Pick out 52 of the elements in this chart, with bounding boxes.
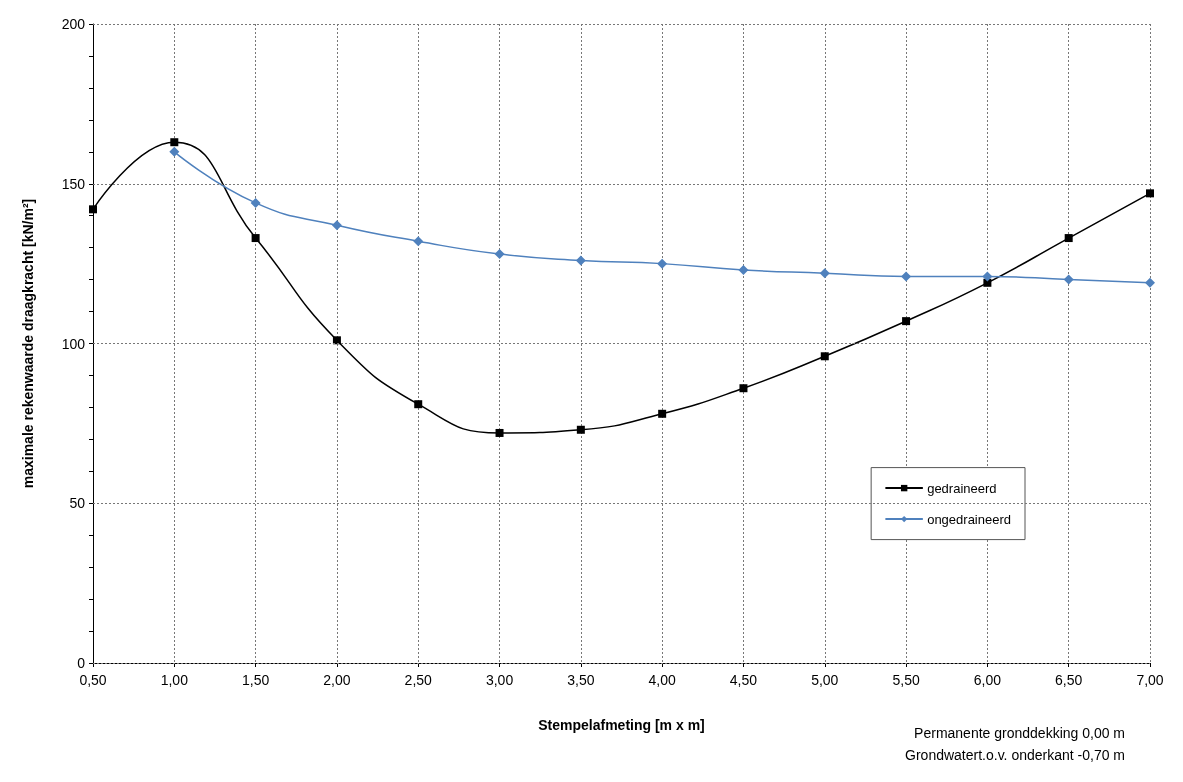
legend-label: gedraineerd xyxy=(927,480,997,496)
point xyxy=(658,409,667,418)
point xyxy=(89,205,97,214)
x-tick-label: 0,50 xyxy=(79,672,107,688)
point xyxy=(576,425,585,434)
text: Grondwatert.o.v. onderkant -0,70 m xyxy=(905,747,1126,763)
point xyxy=(819,268,830,279)
point xyxy=(739,384,748,393)
x-tick-label: 4,00 xyxy=(648,672,676,688)
x-tick-label: 4,50 xyxy=(729,672,758,688)
y-axis-title: maximale rekenwaarde draagkracht [kN/m²] xyxy=(20,198,36,489)
point xyxy=(983,278,992,287)
y-tick-label: 200 xyxy=(61,16,86,32)
point xyxy=(413,236,424,247)
x-tick-label: 5,00 xyxy=(811,672,839,688)
point xyxy=(657,258,668,269)
y-tick-label: 100 xyxy=(61,335,86,352)
point xyxy=(902,317,911,326)
point xyxy=(251,234,260,243)
y-tick-label: 50 xyxy=(69,495,86,512)
point xyxy=(1146,189,1154,198)
point xyxy=(901,271,912,282)
x-tick-label: 7,00 xyxy=(1136,672,1164,688)
point xyxy=(1145,277,1155,288)
x-tick-label: 6,00 xyxy=(973,672,1002,688)
x-tick-label: 3,00 xyxy=(485,672,514,688)
point xyxy=(1063,274,1074,285)
y-tick-label: 0 xyxy=(77,655,86,671)
point xyxy=(738,265,749,276)
y-tick-label: 150 xyxy=(61,175,86,192)
x-tick-label: 1,00 xyxy=(160,672,189,688)
point xyxy=(170,138,179,147)
x-tick-label: 1,50 xyxy=(241,672,270,688)
point xyxy=(250,197,261,208)
point xyxy=(414,400,423,409)
point xyxy=(982,271,993,282)
point xyxy=(331,220,342,231)
point xyxy=(1064,234,1073,243)
point xyxy=(575,255,586,266)
point xyxy=(332,336,341,345)
point xyxy=(494,249,505,260)
x-tick-label: 3,50 xyxy=(567,672,595,688)
point xyxy=(820,352,829,361)
x-tick-label: 2,50 xyxy=(404,672,433,688)
x-axis-title: Stempelafmeting [m x m] xyxy=(538,717,705,733)
legend-label: ongedraineerd xyxy=(927,511,1012,527)
x-tick-label: 2,00 xyxy=(323,672,351,688)
point xyxy=(169,146,180,157)
x-tick-label: 6,50 xyxy=(1055,672,1083,688)
x-tick-label: 5,50 xyxy=(892,672,920,688)
point xyxy=(495,428,504,437)
text: Permanente gronddekking 0,00 m xyxy=(914,725,1126,741)
